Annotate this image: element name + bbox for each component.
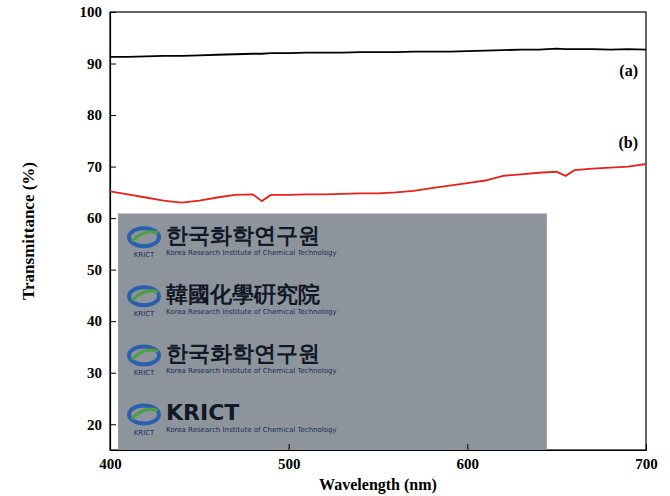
tick-label: 20 — [87, 417, 102, 433]
plot-frame — [110, 12, 646, 450]
logo-mark — [129, 287, 159, 305]
tick: 600 — [457, 444, 480, 472]
tick: 500 — [278, 444, 301, 472]
tick-label: 100 — [80, 4, 103, 20]
inset-subtext: Korea Research Institute of Chemical Tec… — [166, 249, 337, 257]
y-axis: 20 30 40 50 60 70 80 90 100 — [80, 4, 117, 450]
tick: 70 — [87, 159, 116, 175]
lines — [110, 49, 646, 203]
inset-row: KRICT 한국화학연구원Korea Research Institute of … — [129, 341, 337, 377]
tick-mark — [110, 373, 116, 374]
logo-label: KRICT — [134, 310, 155, 318]
axis-line — [110, 13, 111, 451]
tick-label: 50 — [87, 262, 102, 278]
tick-mark — [110, 115, 116, 116]
inset-text: 한국화학연구원 — [166, 223, 320, 248]
tick: 60 — [87, 210, 116, 226]
x-axis-title: Wavelength (nm) — [319, 476, 437, 494]
tick-mark — [110, 270, 116, 271]
tick-label: 600 — [457, 456, 480, 472]
tick: 20 — [87, 417, 116, 433]
tick: 100 — [80, 4, 117, 20]
tick: 40 — [87, 313, 116, 329]
inset-text: 韓國化學硏究院 — [166, 282, 320, 307]
inset-background — [118, 213, 547, 450]
y-axis-title: Transmittance (%) — [19, 162, 38, 300]
tick-mark — [110, 424, 116, 425]
inset-row: KRICTKRICTKorea Research Institute of Ch… — [129, 400, 337, 436]
tick-label: 400 — [99, 456, 122, 472]
axis-line — [111, 450, 647, 451]
tick-mark — [467, 444, 468, 450]
tick-mark — [110, 218, 116, 219]
logo-mark — [129, 228, 159, 246]
logo-mark — [132, 350, 158, 360]
tick-label: 30 — [87, 365, 102, 381]
logo-label: KRICT — [134, 369, 155, 377]
inset-row: KRICT 한국화학연구원Korea Research Institute of … — [129, 223, 337, 259]
tick: 90 — [87, 56, 116, 72]
tick-mark — [110, 321, 116, 322]
inset-subtext: Korea Research Institute of Chemical Tec… — [166, 426, 337, 434]
series-line — [110, 164, 646, 203]
inset-subtext: Korea Research Institute of Chemical Tec… — [166, 367, 337, 375]
logo-mark — [129, 406, 159, 424]
series-label: (b) — [618, 134, 638, 152]
chart: KRICT한국화학연구원Korea Research Institute of … — [0, 0, 670, 496]
tick-label: 40 — [87, 313, 102, 329]
tick: 80 — [87, 107, 116, 123]
logo-mark — [132, 232, 158, 242]
logo-label: KRICT — [134, 251, 155, 259]
tick-label: 700 — [635, 456, 658, 472]
inset-row: KRICT 韓國化學硏究院Korea Research Institute of … — [129, 282, 337, 318]
tick-label: 90 — [87, 56, 102, 72]
tick-label: 500 — [278, 456, 301, 472]
series-line — [110, 49, 646, 57]
inset-photo: KRICT한국화학연구원Korea Research Institute of … — [118, 213, 547, 450]
logo-mark — [129, 346, 159, 364]
series-label: (a) — [619, 62, 638, 80]
tick: 700 — [635, 444, 658, 472]
x-axis: 400 500 600 700 — [99, 444, 658, 472]
logo-mark — [132, 409, 158, 419]
tick-mark — [110, 167, 116, 168]
inset-subtext: Korea Research Institute of Chemical Tec… — [166, 308, 337, 316]
plot: KRICT한국화학연구원Korea Research Institute of … — [80, 4, 658, 471]
tick: 30 — [87, 365, 116, 381]
tick-mark — [110, 12, 116, 13]
logo-label: KRICT — [134, 429, 155, 437]
tick-mark — [110, 64, 116, 65]
tick-mark — [646, 444, 647, 450]
tick-label: 70 — [87, 159, 102, 175]
inset-text: KRICT — [166, 400, 239, 425]
tick-label: 80 — [87, 107, 102, 123]
inset-text: 한국화학연구원 — [166, 341, 320, 366]
tick-label: 60 — [87, 210, 102, 226]
tick-mark — [289, 444, 290, 450]
tick: 50 — [87, 262, 116, 278]
logo-mark — [132, 291, 158, 301]
